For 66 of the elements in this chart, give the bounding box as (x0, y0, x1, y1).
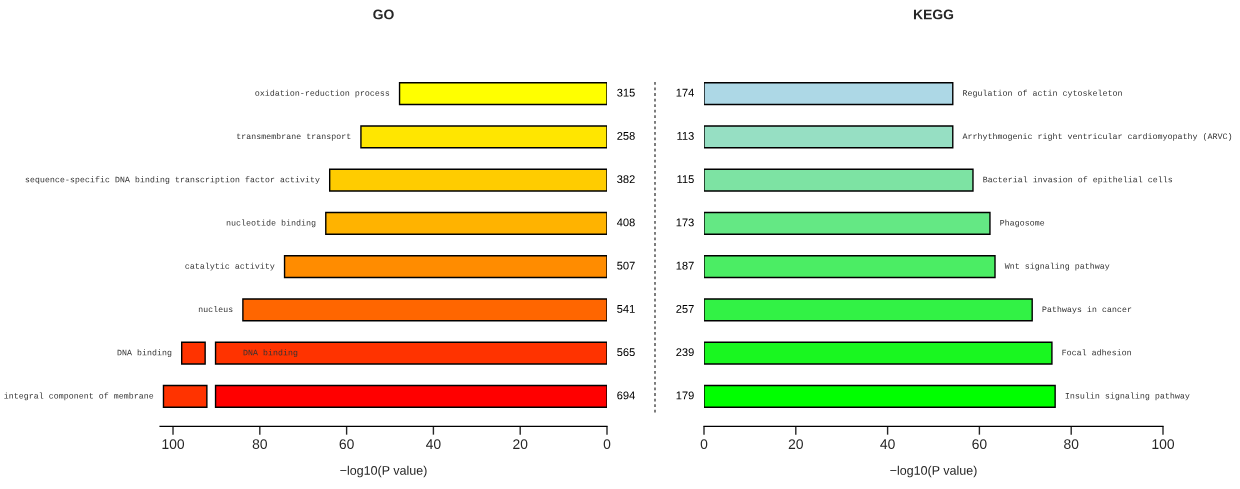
bar (214, 384, 607, 408)
annotation: DNA binding (243, 349, 298, 358)
bar (704, 82, 954, 106)
text: 382 (617, 175, 635, 184)
x-axis-title: −log10(P value) (340, 465, 427, 478)
bar (328, 168, 607, 192)
category-label: integral component of membrane (4, 392, 154, 401)
x-tick-label: 60 (339, 439, 354, 450)
text: 257 (676, 304, 694, 313)
bar (704, 341, 1053, 365)
bar (704, 298, 1033, 322)
category-label: Pathways in cancer (1042, 305, 1132, 314)
category-label: nucleus (198, 305, 233, 313)
bar (283, 255, 607, 279)
text: 507 (617, 261, 635, 270)
text: 115 (677, 175, 694, 184)
bar (704, 255, 996, 279)
bar (398, 82, 607, 106)
bar (242, 298, 607, 322)
bar (704, 384, 1056, 408)
text: 173 (676, 218, 694, 227)
x-tick-label: 80 (1064, 439, 1079, 450)
category-label: Wnt signaling pathway (1004, 262, 1110, 271)
text: 315 (617, 88, 635, 97)
text: 179 (676, 391, 694, 400)
category-label: Phagosome (1000, 219, 1045, 228)
category-label: Arrhythmogenic right ventricular cardiomyopathy (ARVC) (962, 132, 1232, 141)
chart-title: KEGG (913, 9, 954, 20)
bar (704, 125, 954, 149)
text: 694 (617, 391, 635, 400)
x-tick-label: 40 (880, 439, 895, 450)
category-label: Insulin signaling pathway (1065, 392, 1190, 401)
x-tick-label: 100 (162, 439, 185, 450)
text: 408 (616, 218, 635, 227)
bar (181, 341, 206, 365)
x-tick-label: 100 (1152, 439, 1175, 450)
bar (162, 384, 208, 408)
text: 174 (676, 88, 694, 97)
category-label: Focal adhesion (1062, 349, 1131, 356)
text: 187 (676, 261, 694, 270)
x-tick-label: 20 (513, 439, 528, 450)
text: 565 (617, 348, 635, 357)
text: 239 (676, 348, 694, 357)
x-tick-label: 0 (700, 439, 708, 450)
bar (360, 125, 607, 149)
category-label: nucleotide binding (226, 219, 316, 228)
bar (704, 168, 974, 192)
category-label: DNA binding (117, 349, 172, 358)
text: 541 (617, 305, 635, 313)
text: 258 (617, 131, 635, 140)
x-tick-label: 0 (603, 439, 611, 450)
x-tick-label: 20 (788, 439, 803, 450)
bar (325, 211, 607, 235)
x-tick-label: 80 (252, 439, 267, 450)
text: 113 (677, 131, 694, 140)
category-label: oxidation-reduction process (255, 89, 390, 98)
category-label: sequence-specific DNA binding transcription factor activity (25, 176, 320, 185)
chart-title: GO (373, 9, 394, 20)
category-label: Regulation of actin cytoskeleton (963, 89, 1122, 98)
category-label: transmembrane transport (236, 132, 351, 141)
x-tick-label: 60 (972, 439, 987, 450)
bar (704, 211, 991, 235)
x-tick-label: 40 (426, 439, 441, 450)
category-label: catalytic activity (185, 262, 275, 271)
x-axis-title: −log10(P value) (890, 465, 977, 478)
category-label: Bacterial invasion of epithelial cells (983, 176, 1173, 185)
